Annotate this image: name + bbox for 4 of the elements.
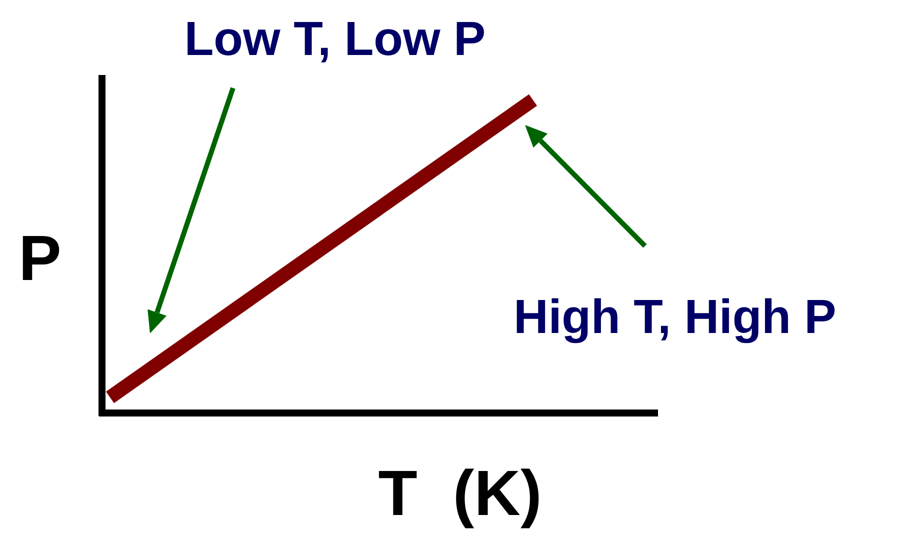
- text: Low T, Low P: [184, 13, 486, 66]
- annotation: High T, High P: [514, 291, 836, 344]
- y-axis-title: P: [18, 222, 62, 294]
- x-axis-title: T (K): [378, 457, 542, 529]
